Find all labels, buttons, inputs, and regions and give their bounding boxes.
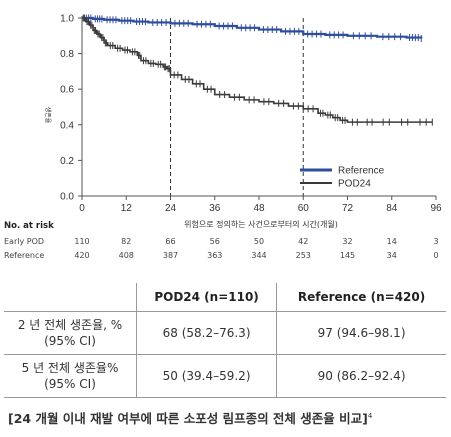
risk-value: 56 <box>210 237 220 246</box>
y-tick-label: 0.8 <box>60 49 74 60</box>
summary-row-label: 2 년 전체 생존율, % (95% CI) <box>4 311 137 355</box>
x-tick-label: 72 <box>342 203 354 214</box>
row-label-line1: 5 년 전체 생존율% <box>21 361 119 375</box>
y-tick-label: 0.2 <box>60 156 74 167</box>
risk-value: 32 <box>342 237 352 246</box>
summary-header-reference: Reference (n=420) <box>276 283 446 312</box>
x-tick-label: 12 <box>121 203 133 214</box>
legend-label-pod24: POD24 <box>338 179 371 190</box>
summary-header-empty <box>4 283 137 312</box>
row-label-line2: (95% CI) <box>44 377 96 391</box>
risk-value: 3 <box>433 237 438 246</box>
x-tick-label: 84 <box>386 203 398 214</box>
summary-row-5yr: 5 년 전체 생존율% (95% CI) 50 (39.4–59.2) 90 (… <box>4 354 446 398</box>
risk-value: 66 <box>165 237 175 246</box>
summary-cell-reference: 97 (94.6–98.1) <box>276 311 446 355</box>
risk-value: 420 <box>74 251 89 260</box>
x-tick-label: 0 <box>79 203 85 214</box>
caption-text: [24 개월 이내 재발 여부에 따른 소포성 림프종의 전체 생존율 비교] <box>8 411 368 426</box>
risk-value: 363 <box>207 251 222 260</box>
y-tick-label: 0.6 <box>60 85 74 96</box>
summary-cell-pod24: 50 (39.4–59.2) <box>135 354 277 398</box>
y-axis-label: 생존율 <box>44 107 52 124</box>
summary-row-2yr: 2 년 전체 생존율, % (95% CI) 68 (58.2–76.3) 97… <box>4 311 446 355</box>
km-chart: 0.0 0.2 0.4 0.6 0.8 1.0 0 12 24 36 48 60 72 84 96 위험으로 … <box>4 14 442 261</box>
y-tick-label: 0.0 <box>60 192 74 203</box>
censor-marks-pod24 <box>82 14 433 126</box>
risk-value: 82 <box>121 237 131 246</box>
risk-row-label: Early POD <box>4 237 44 246</box>
risk-value: 14 <box>387 237 397 246</box>
risk-value: 42 <box>298 237 308 246</box>
x-tick-label: 96 <box>430 203 442 214</box>
row-label-line2: (95% CI) <box>44 334 96 348</box>
series-line-pod24 <box>82 17 433 123</box>
risk-value: 387 <box>163 251 178 260</box>
censor-marks-reference <box>83 14 422 42</box>
km-chart-svg: 0.0 0.2 0.4 0.6 0.8 1.0 0 12 24 36 48 60 72 84 96 위험으로 … <box>4 14 442 261</box>
summary-header-row: POD24 (n=110) Reference (n=420) <box>4 283 446 312</box>
y-tick-label: 1.0 <box>60 14 74 25</box>
risk-value: 34 <box>387 251 397 260</box>
figure-caption: [24 개월 이내 재발 여부에 따른 소포성 림프종의 전체 생존율 비교]4 <box>8 408 448 427</box>
y-tick-label: 0.4 <box>60 120 74 131</box>
row-label-line1: 2 년 전체 생존율, % <box>17 318 123 332</box>
risk-value: 145 <box>340 251 355 260</box>
summary-cell-reference: 90 (86.2–92.4) <box>276 354 446 398</box>
risk-value: 344 <box>251 251 266 260</box>
series-line-reference <box>82 16 423 39</box>
x-axis-label: 위험으로 정의하는 사건으로부터의 시간(개월) <box>184 219 338 229</box>
survival-summary-table: POD24 (n=110) Reference (n=420) 2 년 전체 생… <box>4 283 446 398</box>
risk-table-header: No. at risk <box>4 221 54 231</box>
risk-value: 110 <box>74 237 89 246</box>
summary-cell-pod24: 68 (58.2–76.3) <box>135 311 277 355</box>
risk-value: 0 <box>433 251 438 260</box>
risk-value: 50 <box>254 237 264 246</box>
x-tick-label: 60 <box>298 203 310 214</box>
summary-header-pod24: POD24 (n=110) <box>135 283 277 312</box>
summary-row-label: 5 년 전체 생존율% (95% CI) <box>4 354 137 398</box>
x-tick-label: 24 <box>165 203 177 214</box>
x-tick-label: 36 <box>209 203 221 214</box>
x-tick-label: 48 <box>253 203 265 214</box>
risk-value: 253 <box>296 251 311 260</box>
legend-label-reference: Reference <box>338 166 385 177</box>
risk-value: 408 <box>119 251 134 260</box>
risk-row-label: Reference <box>4 251 44 260</box>
caption-superscript: 4 <box>367 411 373 420</box>
